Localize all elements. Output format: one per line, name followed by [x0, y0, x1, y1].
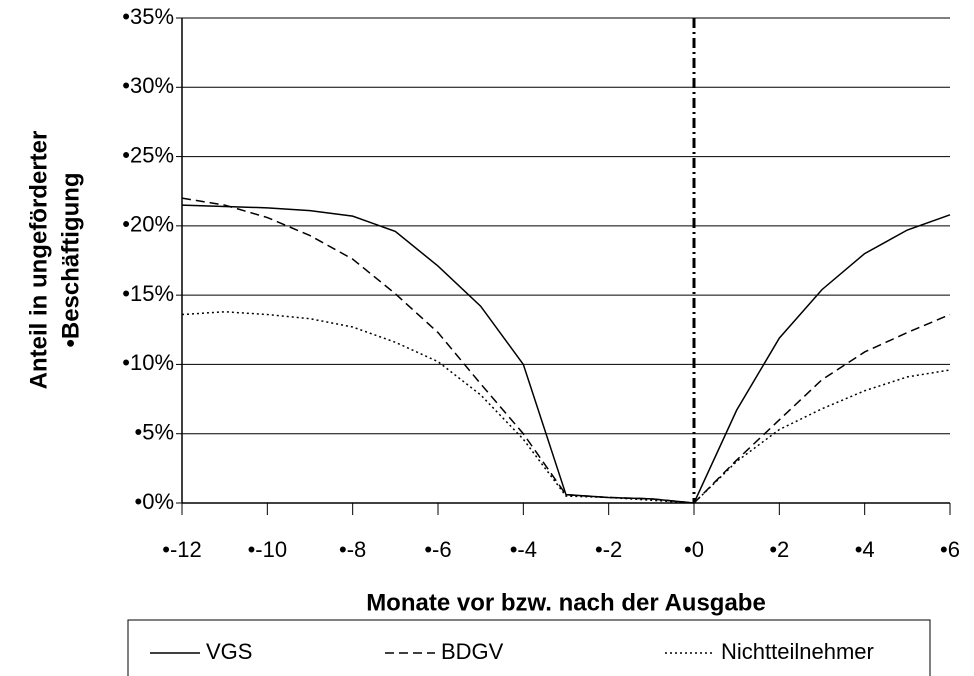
- x-tick-label: •-4: [510, 537, 537, 562]
- x-tick-label: •4: [855, 537, 875, 562]
- legend-box: [127, 619, 931, 676]
- x-tick-label: •6: [940, 537, 960, 562]
- y-tick-label: •15%: [122, 281, 174, 306]
- legend-label: BDGV: [441, 639, 504, 664]
- x-tick-label: •-10: [248, 537, 288, 562]
- x-tick-label: •-2: [595, 537, 622, 562]
- y-tick-label: •30%: [122, 73, 174, 98]
- y-tick-label: •0%: [135, 489, 175, 514]
- y-tick-label: •35%: [122, 4, 174, 29]
- y-tick-label: •5%: [135, 420, 175, 445]
- x-tick-label: •-8: [339, 537, 366, 562]
- x-tick-label: •0: [684, 537, 704, 562]
- series-line: [181, 197, 951, 504]
- x-tick-label: •-6: [424, 537, 451, 562]
- legend-label: VGS: [206, 639, 252, 664]
- y-tick-label: •25%: [122, 142, 174, 167]
- y-axis-title: Anteil in ungeförderter •Beschäftigung: [25, 131, 84, 390]
- y-axis-title-line: Anteil in ungeförderter: [25, 131, 52, 390]
- series-line: [181, 204, 951, 504]
- x-axis-title: Monate vor bzw. nach der Ausgabe: [366, 589, 766, 616]
- y-tick-label: •20%: [122, 212, 174, 237]
- legend-label: Nichtteilnehmer: [721, 639, 874, 664]
- x-tick-label: •-12: [162, 537, 202, 562]
- y-tick-label: •10%: [122, 350, 174, 375]
- series-line: [181, 311, 951, 504]
- x-tick-label: •2: [769, 537, 789, 562]
- y-axis-title-line: •Beschäftigung: [57, 172, 84, 347]
